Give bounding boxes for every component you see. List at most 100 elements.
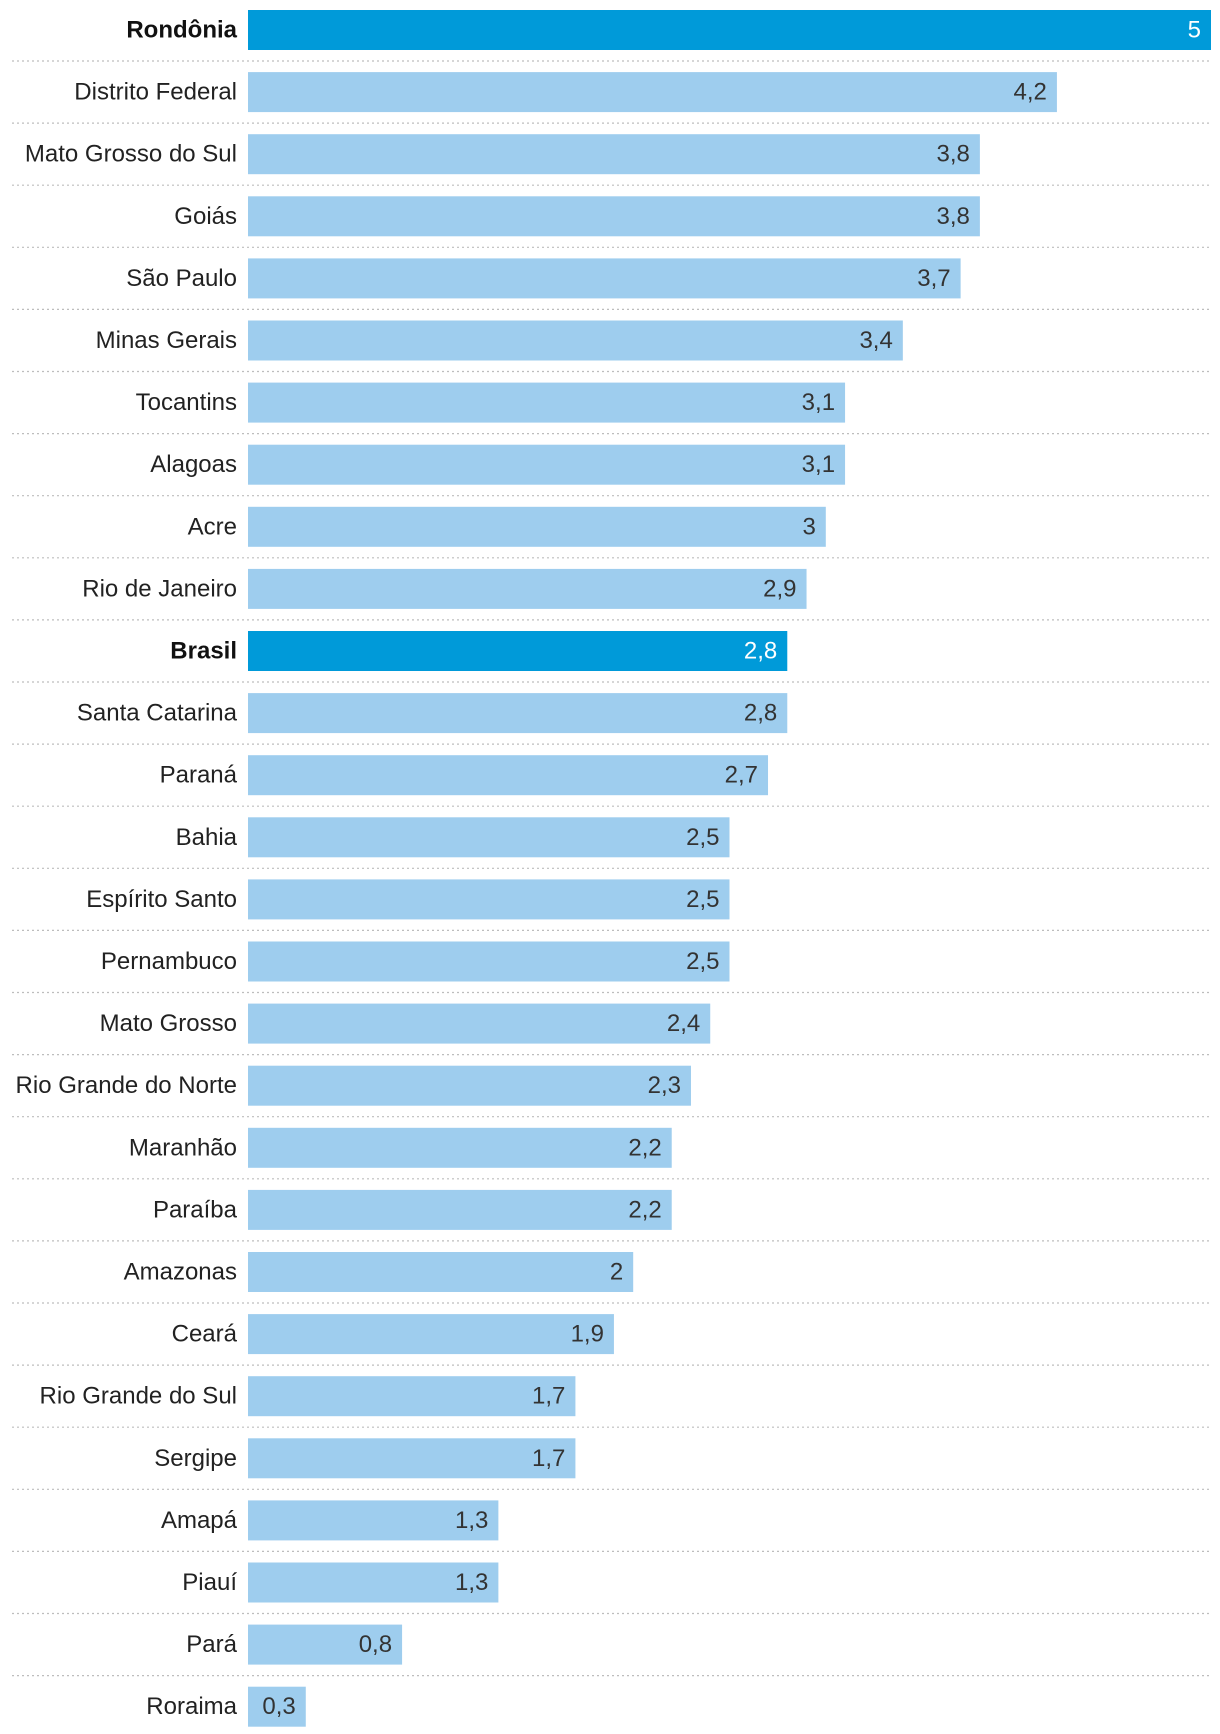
bar: [248, 755, 769, 796]
category-label: Espírito Santo: [86, 886, 237, 913]
category-label: Piauí: [182, 1569, 237, 1596]
value-label: 3,1: [802, 389, 835, 416]
bar-row: Mato Grosso 2,4: [12, 1003, 1211, 1056]
category-label: Rio de Janeiro: [82, 575, 237, 602]
bar-row: Paraná 2,7: [12, 755, 1211, 807]
category-label: São Paulo: [126, 265, 237, 292]
bar-row: Piauí 1,3: [12, 1562, 1211, 1615]
bar: [248, 817, 730, 858]
value-label: 2,4: [667, 1010, 700, 1037]
value-label: 3,8: [937, 203, 970, 230]
bar-row: Pará 0,8: [12, 1624, 1211, 1677]
category-label: Mato Grosso do Sul: [25, 141, 237, 168]
value-label: 1,7: [532, 1445, 565, 1472]
category-label: Ceará: [172, 1321, 238, 1348]
bar: [248, 444, 846, 485]
bar: [248, 941, 730, 982]
bar-row: Rio Grande do Norte 2,3: [12, 1065, 1211, 1118]
category-label: Amazonas: [124, 1259, 237, 1286]
category-label: Bahia: [176, 824, 238, 851]
category-label: Mato Grosso: [100, 1010, 237, 1037]
bar: [248, 1189, 672, 1230]
bar-row: Amazonas 2: [12, 1252, 1211, 1304]
value-label: 2,2: [628, 1196, 661, 1223]
value-label: 2,8: [744, 700, 777, 727]
bar-row: Tocantins 3,1: [12, 382, 1211, 435]
category-label: Goiás: [174, 203, 237, 230]
value-label: 2,5: [686, 948, 719, 975]
bar: [248, 1252, 634, 1292]
category-label: Pará: [186, 1631, 237, 1658]
bar: [248, 1562, 499, 1603]
bar-row: Maranhão 2,2: [12, 1127, 1211, 1180]
bar-row: Roraima 0,3: [146, 1686, 306, 1727]
bar: [248, 879, 730, 920]
value-label: 2,9: [763, 575, 796, 602]
bar: [248, 506, 826, 547]
bar-row: Espírito Santo 2,5: [12, 879, 1211, 932]
bar-row: São Paulo 3,7: [12, 258, 1211, 310]
value-label: 0,3: [262, 1693, 295, 1720]
bar-row: Santa Catarina 2,8: [12, 693, 1211, 745]
category-label: Rio Grande do Sul: [40, 1383, 237, 1410]
bar-row: Distrito Federal 4,2: [12, 72, 1211, 124]
bar: [248, 1376, 576, 1417]
category-label: Rio Grande do Norte: [16, 1072, 237, 1099]
category-label: Maranhão: [129, 1134, 237, 1161]
bar-row: Paraíba 2,2: [12, 1189, 1211, 1242]
value-label: 3: [802, 513, 815, 540]
value-label: 5: [1188, 17, 1201, 44]
value-label: 1,9: [571, 1321, 604, 1348]
bar-row: Pernambuco 2,5: [12, 941, 1211, 994]
value-label: 2,8: [744, 638, 777, 665]
bar-row: Sergipe 1,7: [12, 1438, 1211, 1490]
bar: [248, 1314, 614, 1355]
category-label: Sergipe: [154, 1445, 237, 1472]
bar: [248, 568, 807, 609]
value-label: 2,3: [648, 1072, 681, 1099]
bar: [248, 196, 980, 237]
category-label: Roraima: [146, 1693, 237, 1720]
bar-row: Ceará 1,9: [12, 1314, 1211, 1366]
category-label: Amapá: [161, 1507, 238, 1534]
value-label: 4,2: [1014, 79, 1047, 106]
bar-row: Acre 3: [12, 506, 1211, 559]
value-label: 2,5: [686, 886, 719, 913]
category-label: Paraná: [160, 762, 238, 789]
bar: [248, 1686, 306, 1727]
value-label: 2,5: [686, 824, 719, 851]
bar-row: Rio Grande do Sul 1,7: [12, 1376, 1211, 1428]
bar: [248, 1065, 691, 1106]
category-label: Santa Catarina: [77, 700, 238, 727]
bar: [248, 693, 788, 734]
bar: [248, 1624, 403, 1665]
category-label: Tocantins: [136, 389, 237, 416]
category-label: Minas Gerais: [96, 327, 237, 354]
category-label: Pernambuco: [101, 948, 237, 975]
bar-row: Rondônia 5: [12, 10, 1211, 62]
value-label: 3,1: [802, 451, 835, 478]
value-label: 2,2: [628, 1134, 661, 1161]
value-label: 1,3: [455, 1569, 488, 1596]
value-label: 1,3: [455, 1507, 488, 1534]
bar-row: Rio de Janeiro 2,9: [12, 568, 1211, 621]
bar-row: Brasil 2,8: [12, 631, 1211, 683]
value-label: 3,7: [917, 265, 950, 292]
category-label: Rondônia: [126, 17, 237, 44]
bar-row: Minas Gerais 3,4: [12, 320, 1211, 373]
bar-row: Goiás 3,8: [12, 196, 1211, 248]
bar: [248, 320, 903, 361]
category-label: Brasil: [170, 638, 237, 665]
category-label: Acre: [188, 513, 237, 540]
bar: [248, 382, 846, 423]
value-label: 0,8: [359, 1631, 392, 1658]
bar: [248, 631, 788, 671]
category-label: Paraíba: [153, 1196, 238, 1223]
bar: [248, 1003, 711, 1044]
bar: [248, 72, 1057, 113]
bar-row: Bahia 2,5: [12, 817, 1211, 869]
bar-row: Alagoas 3,1: [12, 444, 1211, 497]
value-label: 3,8: [937, 141, 970, 168]
category-label: Alagoas: [150, 451, 237, 478]
